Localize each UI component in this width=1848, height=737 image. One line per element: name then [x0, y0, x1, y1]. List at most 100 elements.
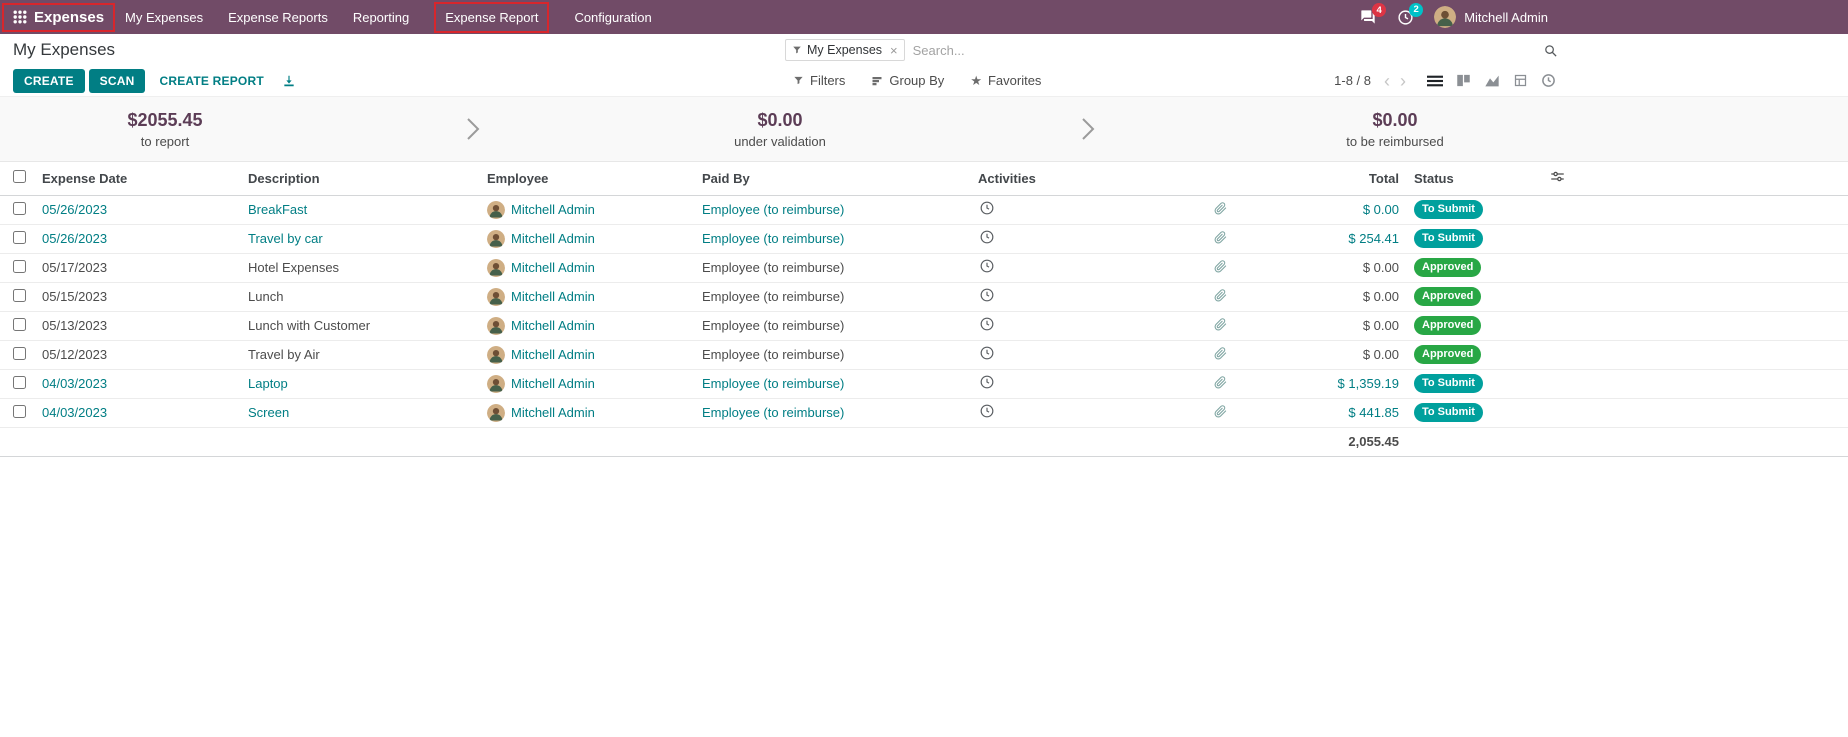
expense-date-cell[interactable]: 05/12/2023: [38, 339, 244, 369]
search-facet[interactable]: My Expenses ×: [785, 39, 905, 61]
activity-clock-icon[interactable]: [980, 230, 994, 244]
employee-cell[interactable]: Mitchell Admin: [483, 195, 698, 224]
pivot-view-icon[interactable]: [1513, 73, 1528, 88]
menu-expense-report[interactable]: Expense Report: [434, 1, 550, 33]
table-row[interactable]: 05/17/2023 Hotel Expenses Mitchell Admin…: [0, 252, 1848, 282]
activity-clock-icon[interactable]: [980, 375, 994, 389]
table-row[interactable]: 05/12/2023 Travel by Air Mitchell Admin …: [0, 339, 1848, 369]
table-row[interactable]: 04/03/2023 Laptop Mitchell Admin Employe…: [0, 368, 1848, 398]
paid-by-cell[interactable]: Employee (to reimburse): [698, 368, 974, 398]
create-report-button[interactable]: CREATE REPORT: [155, 69, 267, 93]
employee-cell[interactable]: Mitchell Admin: [483, 397, 698, 427]
total-cell[interactable]: $ 254.41: [1244, 223, 1405, 253]
table-row[interactable]: 05/15/2023 Lunch Mitchell Admin Employee…: [0, 281, 1848, 311]
create-button[interactable]: CREATE: [13, 68, 85, 93]
description-cell[interactable]: Lunch: [244, 281, 483, 311]
activity-clock-icon[interactable]: [980, 259, 994, 273]
expense-date-cell[interactable]: 05/17/2023: [38, 252, 244, 282]
table-row[interactable]: 05/26/2023 Travel by car Mitchell Admin …: [0, 223, 1848, 253]
employee-cell[interactable]: Mitchell Admin: [483, 223, 698, 253]
app-name[interactable]: Expenses: [34, 8, 105, 26]
messages-icon[interactable]: 4: [1359, 3, 1387, 25]
expense-date-cell[interactable]: 05/13/2023: [38, 310, 244, 340]
total-cell[interactable]: $ 0.00: [1244, 252, 1405, 282]
header-expense-date[interactable]: Expense Date: [38, 162, 244, 196]
employee-cell[interactable]: Mitchell Admin: [483, 339, 698, 369]
column-toggler-icon[interactable]: [1550, 169, 1565, 184]
paid-by-cell[interactable]: Employee (to reimburse): [698, 397, 974, 427]
facet-remove-icon[interactable]: ×: [890, 42, 898, 58]
activities-icon[interactable]: 2: [1397, 2, 1424, 26]
table-row[interactable]: 05/26/2023 BreakFast Mitchell Admin Empl…: [0, 195, 1848, 224]
expense-date-cell[interactable]: 05/26/2023: [42, 202, 108, 217]
kanban-view-icon[interactable]: [1456, 73, 1471, 88]
graph-view-icon[interactable]: [1484, 73, 1500, 89]
row-checkbox[interactable]: [13, 346, 26, 360]
activity-clock-icon[interactable]: [980, 288, 994, 302]
table-row[interactable]: 04/03/2023 Screen Mitchell Admin Employe…: [0, 397, 1848, 427]
select-all-checkbox[interactable]: [13, 170, 26, 184]
paid-by-cell[interactable]: Employee (to reimburse): [698, 339, 974, 369]
paid-by-cell[interactable]: Employee (to reimburse): [702, 202, 845, 217]
description-cell[interactable]: Hotel Expenses: [244, 252, 483, 282]
user-menu[interactable]: Mitchell Admin: [1434, 6, 1548, 28]
app-switcher-brand[interactable]: Expenses: [2, 2, 116, 32]
paid-by-cell[interactable]: Employee (to reimburse): [698, 281, 974, 311]
header-employee[interactable]: Employee: [483, 162, 698, 196]
row-checkbox[interactable]: [13, 317, 26, 331]
scan-button[interactable]: SCAN: [88, 68, 146, 93]
total-cell[interactable]: $ 0.00: [1244, 310, 1405, 340]
pager-previous-icon[interactable]: ‹: [1384, 70, 1390, 91]
search-bar[interactable]: My Expenses ×: [785, 37, 1558, 63]
header-activities[interactable]: Activities: [974, 162, 1210, 196]
expense-date-cell[interactable]: 04/03/2023: [38, 368, 244, 398]
header-description[interactable]: Description: [244, 162, 483, 196]
download-icon[interactable]: [282, 74, 296, 88]
total-cell[interactable]: $ 1,359.19: [1244, 368, 1405, 398]
paid-by-cell[interactable]: Employee (to reimburse): [698, 252, 974, 282]
activity-clock-icon[interactable]: [980, 201, 994, 215]
header-total[interactable]: Total: [1244, 162, 1405, 196]
row-checkbox[interactable]: [13, 404, 26, 418]
row-checkbox[interactable]: [13, 259, 26, 273]
header-paid-by[interactable]: Paid By: [698, 162, 974, 196]
list-view-icon[interactable]: [1427, 73, 1443, 89]
apps-grid-icon[interactable]: [13, 10, 27, 24]
table-row[interactable]: 05/13/2023 Lunch with Customer Mitchell …: [0, 310, 1848, 340]
row-checkbox[interactable]: [13, 201, 26, 215]
menu-my-expenses[interactable]: My Expenses: [125, 9, 204, 25]
employee-cell[interactable]: Mitchell Admin: [483, 310, 698, 340]
expense-date-cell[interactable]: 04/03/2023: [38, 397, 244, 427]
activity-view-icon[interactable]: [1541, 73, 1556, 88]
summary-under-validation[interactable]: $0.00 under validation: [615, 110, 945, 149]
filters-button[interactable]: Filters: [793, 73, 845, 88]
activity-clock-icon[interactable]: [980, 404, 994, 418]
expense-date-cell[interactable]: 05/15/2023: [38, 281, 244, 311]
row-checkbox[interactable]: [13, 375, 26, 389]
description-cell[interactable]: Travel by car: [244, 223, 483, 253]
menu-reporting[interactable]: Reporting: [352, 9, 410, 25]
activity-clock-icon[interactable]: [980, 317, 994, 331]
group-by-button[interactable]: Group By: [871, 73, 944, 88]
search-input[interactable]: [912, 42, 1535, 58]
favorites-button[interactable]: ★ Favorites: [970, 73, 1041, 88]
activity-clock-icon[interactable]: [980, 346, 994, 360]
pager-next-icon[interactable]: ›: [1400, 70, 1406, 91]
row-checkbox[interactable]: [13, 288, 26, 302]
description-cell[interactable]: Travel by Air: [244, 339, 483, 369]
paid-by-cell[interactable]: Employee (to reimburse): [698, 223, 974, 253]
total-cell[interactable]: $ 441.85: [1244, 397, 1405, 427]
total-cell[interactable]: $ 0.00: [1244, 281, 1405, 311]
header-status[interactable]: Status: [1405, 162, 1520, 196]
description-cell[interactable]: Laptop: [244, 368, 483, 398]
expense-date-cell[interactable]: 05/26/2023: [38, 223, 244, 253]
pager[interactable]: 1-8 / 8: [1334, 73, 1371, 88]
description-cell[interactable]: BreakFast: [248, 202, 308, 217]
row-checkbox[interactable]: [13, 230, 26, 244]
total-cell[interactable]: $ 0.00: [1244, 339, 1405, 369]
summary-to-be-reimbursed[interactable]: $0.00 to be reimbursed: [1230, 110, 1560, 149]
employee-cell[interactable]: Mitchell Admin: [483, 281, 698, 311]
menu-expense-reports[interactable]: Expense Reports: [228, 9, 328, 25]
description-cell[interactable]: Lunch with Customer: [244, 310, 483, 340]
total-cell[interactable]: $ 0.00: [1362, 202, 1399, 217]
